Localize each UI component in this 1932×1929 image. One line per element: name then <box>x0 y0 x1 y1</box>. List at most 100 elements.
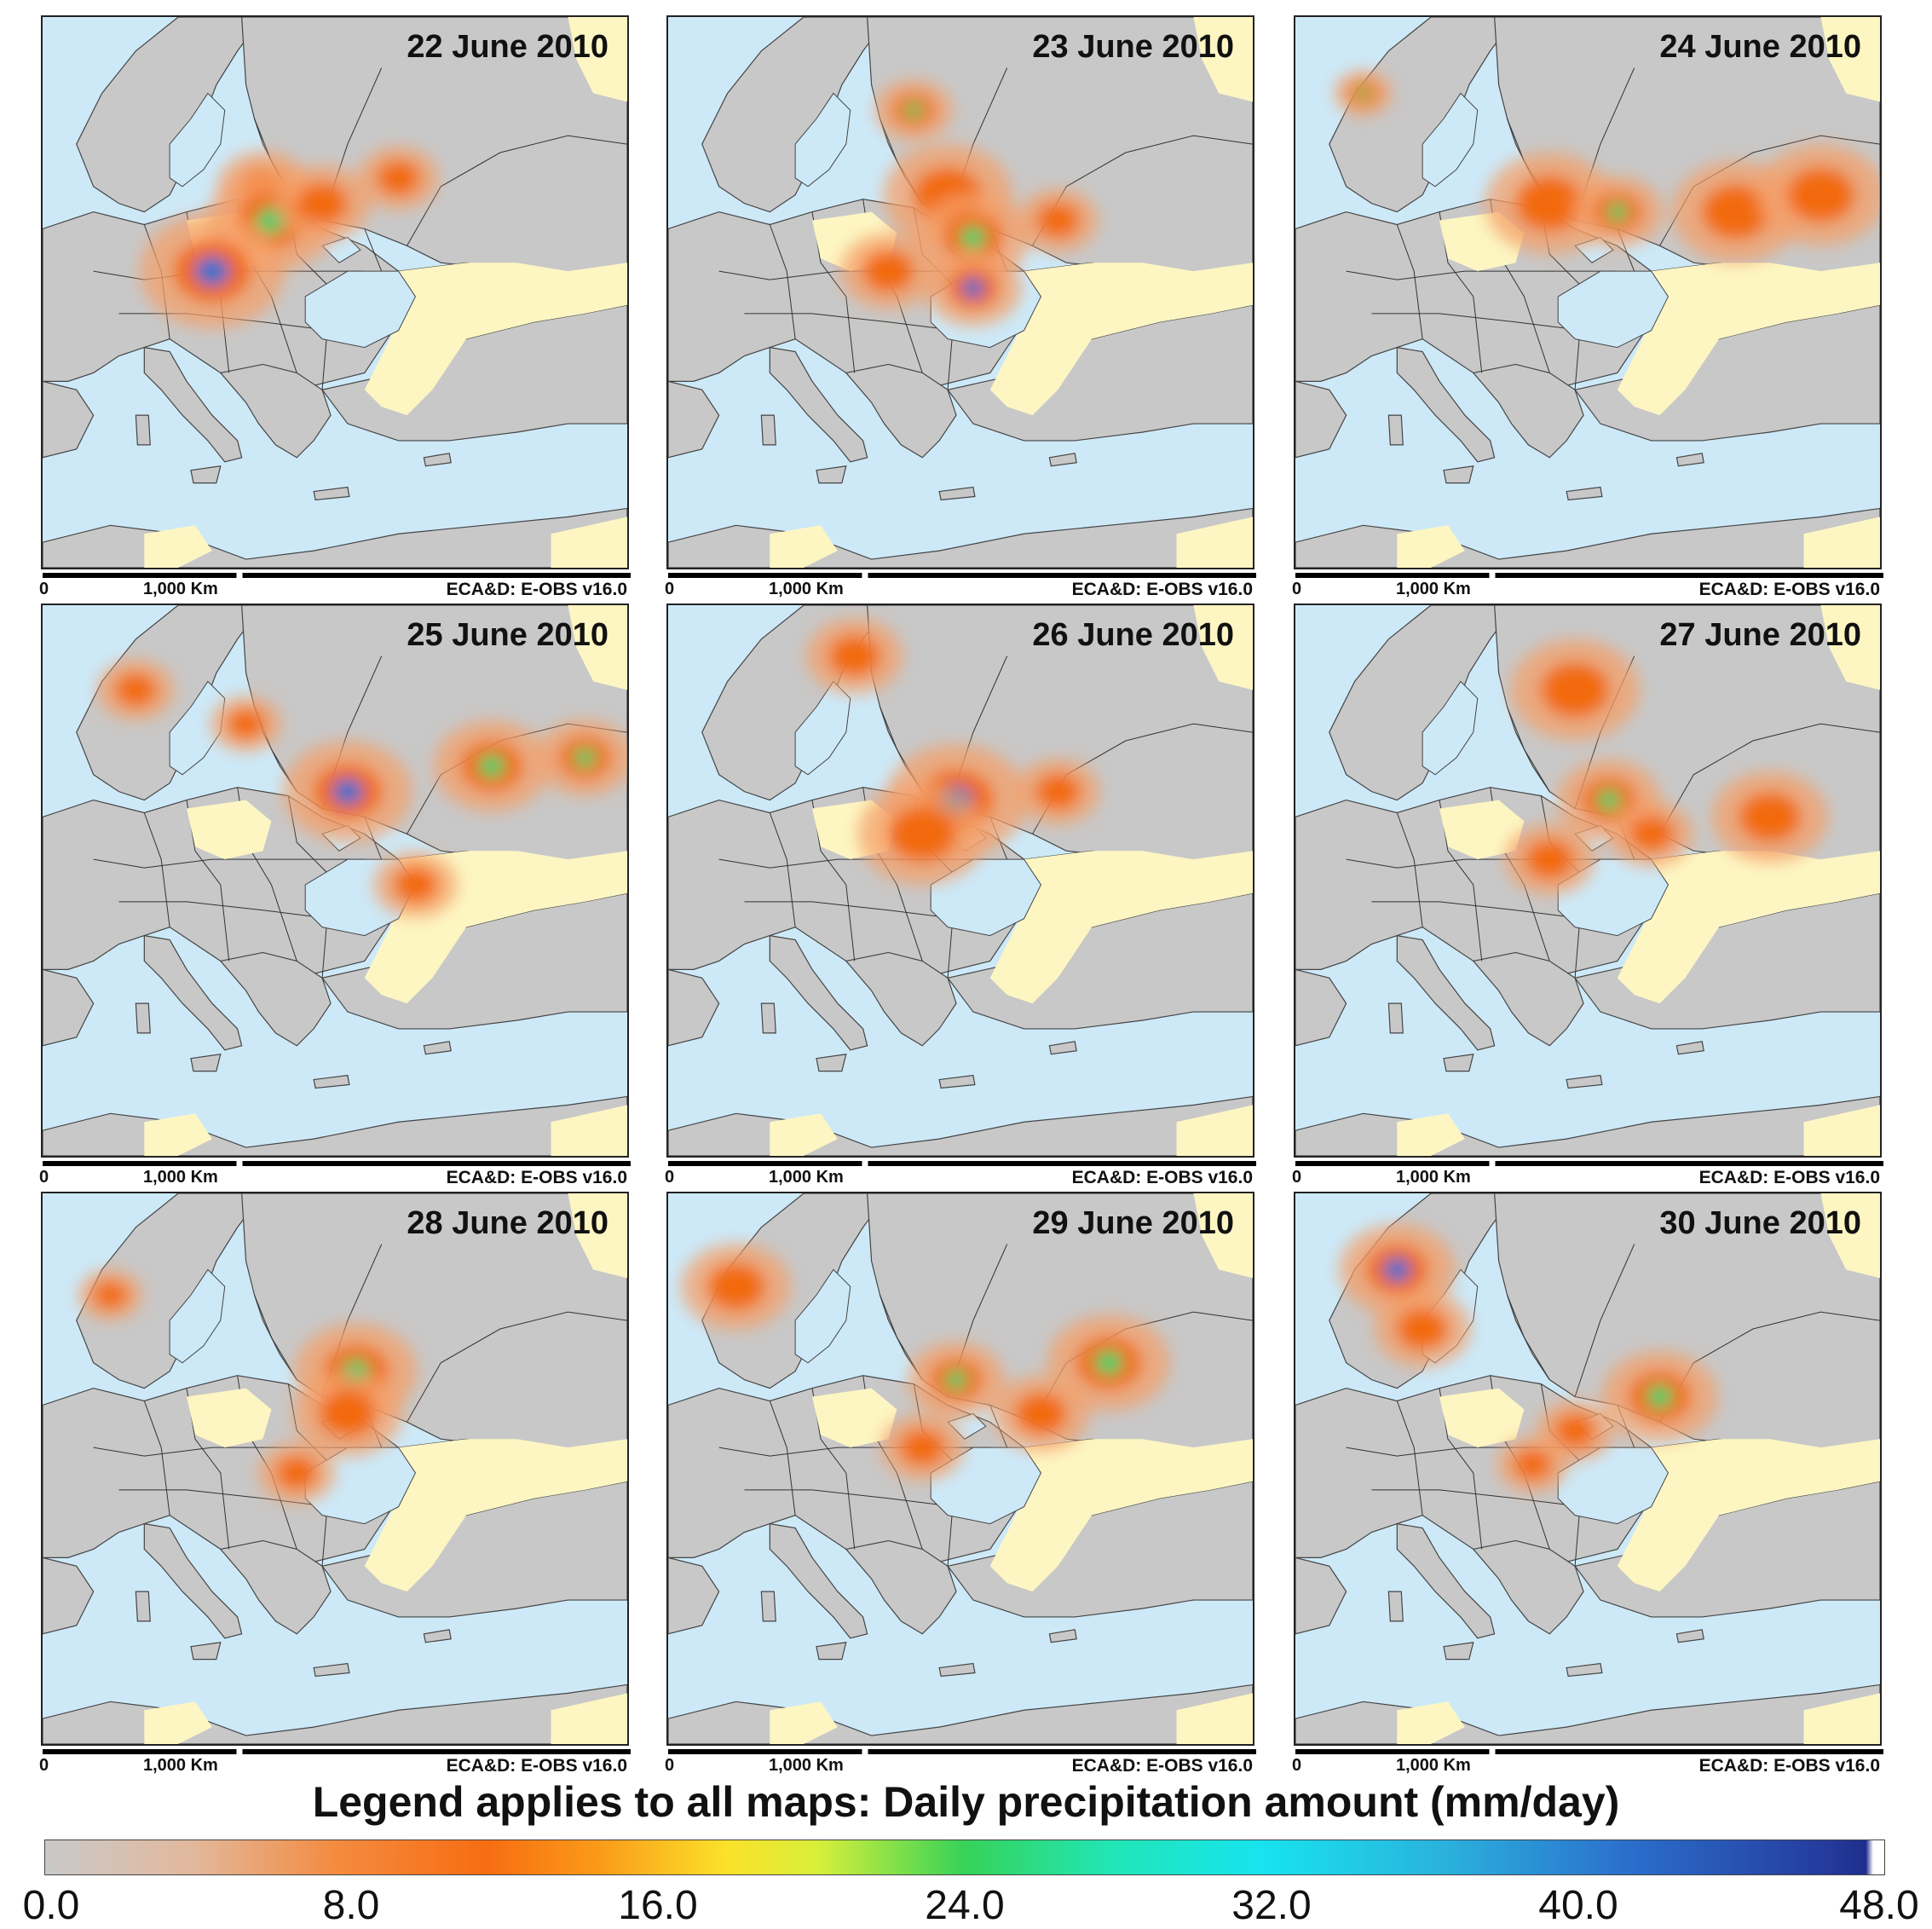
europe-map-graphic <box>668 17 1253 568</box>
baltic-sea <box>794 680 851 776</box>
rain-peak <box>1646 1384 1674 1409</box>
rain-core <box>1739 792 1801 842</box>
no-data-areas <box>770 605 1253 1156</box>
precipitation-cells <box>839 79 1099 326</box>
map-date: 22 June 2010 <box>407 29 608 65</box>
rain-core <box>1515 176 1584 231</box>
rain-peak <box>1093 1350 1123 1376</box>
colorbar-tick-label: 40.0 <box>1538 1883 1618 1928</box>
europe-map-graphic <box>43 605 627 1156</box>
rain-peak <box>944 1370 968 1389</box>
black-sea <box>930 858 1042 937</box>
scale-line <box>43 1749 631 1754</box>
rain-core <box>706 1263 765 1310</box>
rain-core <box>1541 662 1609 718</box>
rain-peak <box>1606 203 1629 222</box>
scale-distance-label: 1,000 Km <box>769 580 844 598</box>
baltic-sea <box>1422 92 1479 188</box>
map-panel-4: 25 June 2010 0 1,000 Km ECA&D: E-OBS v16… <box>39 604 631 1192</box>
sea-of-azov <box>321 236 361 263</box>
rain-core <box>828 635 880 677</box>
map-panel-8: 29 June 2010 0 1,000 Km ECA&D: E-OBS v16… <box>665 1192 1256 1780</box>
scale-line <box>668 573 1256 578</box>
rain-core <box>1786 167 1855 222</box>
rain-core <box>1514 1449 1552 1480</box>
europe-map-graphic <box>1295 605 1880 1156</box>
scale-line <box>1295 573 1883 578</box>
precipitation-map: 22 June 2010 <box>41 15 629 569</box>
scale-zero-label: 0 <box>665 1756 675 1775</box>
rain-core <box>276 1456 318 1490</box>
scale-line <box>43 573 631 578</box>
europe-map-graphic <box>1295 1193 1880 1744</box>
baltic-sea <box>794 1268 851 1364</box>
precipitation-map: 24 June 2010 <box>1294 15 1882 569</box>
data-source-label: ECA&D: E-OBS v16.0 <box>1698 1168 1880 1187</box>
scale-distance-label: 1,000 Km <box>143 1168 218 1187</box>
scale-distance-label: 1,000 Km <box>769 1756 844 1775</box>
scale-zero-label: 0 <box>39 1168 49 1187</box>
scale-bar: 0 1,000 Km ECA&D: E-OBS v16.0 <box>1292 571 1883 604</box>
no-data-areas <box>770 17 1253 568</box>
europe-map-graphic <box>43 1193 627 1744</box>
rain-core <box>393 867 438 903</box>
map-date: 23 June 2010 <box>1032 29 1234 65</box>
baltic-sea <box>169 1268 226 1364</box>
precipitation-map: 25 June 2010 <box>41 604 629 1158</box>
scale-distance-label: 1,000 Km <box>1396 1756 1471 1775</box>
colorbar-tick-label: 48.0 <box>1839 1883 1919 1928</box>
rain-peak <box>1596 789 1622 811</box>
black-sea <box>304 270 417 349</box>
no-data-areas <box>770 1193 1253 1744</box>
precipitation-cells <box>681 1243 1170 1481</box>
scale-bar: 0 1,000 Km ECA&D: E-OBS v16.0 <box>665 1747 1256 1780</box>
rain-peak <box>573 748 597 768</box>
precipitation-map: 30 June 2010 <box>1294 1192 1882 1746</box>
rain-core <box>1397 1308 1448 1349</box>
precipitation-cells <box>806 617 1100 885</box>
scale-bar: 0 1,000 Km ECA&D: E-OBS v16.0 <box>1292 1159 1883 1192</box>
precipitation-cells <box>1339 1223 1718 1493</box>
rain-core <box>297 182 348 224</box>
colorbar-tick-label: 24.0 <box>925 1883 1005 1928</box>
scale-line <box>1295 1749 1883 1754</box>
rain-peak <box>194 257 229 286</box>
precipitation-map: 27 June 2010 <box>1294 604 1882 1158</box>
no-data-areas <box>1397 17 1880 568</box>
inland-seas <box>169 92 417 349</box>
black-sea <box>1557 270 1670 349</box>
precipitation-cells <box>97 659 627 918</box>
map-panel-7: 28 June 2010 0 1,000 Km ECA&D: E-OBS v16… <box>39 1192 631 1780</box>
inland-seas <box>794 1268 1042 1525</box>
scale-zero-label: 0 <box>1292 1756 1302 1775</box>
scale-distance-label: 1,000 Km <box>769 1168 844 1187</box>
no-data-areas <box>1397 605 1880 1156</box>
data-source-label: ECA&D: E-OBS v16.0 <box>446 1168 627 1187</box>
europe-map-graphic <box>668 605 1253 1156</box>
rain-core <box>1035 773 1081 810</box>
colorbar-tick-label: 0.0 <box>22 1883 80 1928</box>
map-panel-2: 23 June 2010 0 1,000 Km ECA&D: E-OBS v16… <box>665 15 1256 604</box>
map-panel-6: 27 June 2010 0 1,000 Km ECA&D: E-OBS v16… <box>1292 604 1883 1192</box>
black-sea <box>1557 1447 1670 1525</box>
no-data-areas <box>144 1193 627 1744</box>
baltic-sea <box>794 92 851 188</box>
scale-distance-label: 1,000 Km <box>143 580 218 598</box>
scale-bar: 0 1,000 Km ECA&D: E-OBS v16.0 <box>39 1747 631 1780</box>
black-sea <box>930 1447 1042 1525</box>
rain-peak <box>960 226 987 249</box>
data-source-label: ECA&D: E-OBS v16.0 <box>1698 1756 1880 1776</box>
rain-core <box>227 708 265 739</box>
scale-zero-label: 0 <box>1292 1168 1302 1187</box>
land <box>43 17 627 568</box>
rain-core <box>862 251 914 292</box>
rain-core <box>115 673 157 707</box>
baltic-sea <box>1422 680 1479 776</box>
rain-core <box>377 160 420 195</box>
scale-line <box>1295 1161 1883 1166</box>
map-date: 27 June 2010 <box>1659 617 1861 653</box>
precipitation-cells <box>1334 70 1880 263</box>
scale-zero-label: 0 <box>665 1168 675 1187</box>
scale-bar: 0 1,000 Km ECA&D: E-OBS v16.0 <box>665 1159 1256 1192</box>
colorbar-tick-label: 8.0 <box>322 1883 380 1928</box>
